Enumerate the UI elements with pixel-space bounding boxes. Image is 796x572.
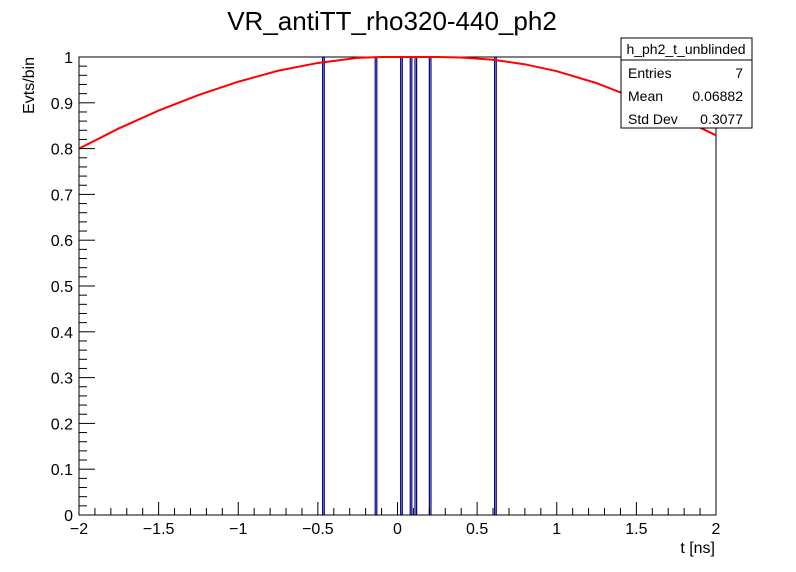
histogram-bin [400, 56, 403, 516]
x-tick-label: −2 [70, 521, 88, 538]
y-tick-label: 0.3 [51, 371, 73, 388]
y-tick-label: 0.6 [51, 233, 73, 250]
histogram-bin [428, 56, 432, 516]
x-axis-label: t [ns] [680, 540, 715, 557]
plot-frame [78, 56, 717, 516]
histogram-bin [494, 56, 497, 516]
histogram-bin [409, 56, 413, 516]
x-tick-labels: −2 −1.5 −1 −0.5 0 0.5 1 1.5 2 [70, 521, 721, 538]
y-tick-label: 0.7 [51, 187, 73, 204]
stats-mean-label: Mean [628, 88, 663, 104]
plot-area [78, 56, 717, 516]
x-tick-label: −1 [229, 521, 247, 538]
x-tick-label: −0.5 [302, 521, 334, 538]
stats-box-title: h_ph2_t_unblinded [626, 41, 745, 57]
histogram-bin [414, 56, 418, 516]
y-axis-label: Evts/bin [21, 57, 38, 114]
stats-mean-value: 0.06882 [692, 88, 743, 104]
x-tick-label: 0 [393, 521, 402, 538]
x-tick-label: 1.5 [625, 521, 647, 538]
y-tick-label: 0.8 [51, 142, 73, 159]
stats-stddev-value: 0.3077 [700, 111, 743, 127]
chart-title: VR_antiTT_rho320-440_ph2 [227, 6, 557, 36]
histogram-bin [322, 56, 325, 516]
y-tick-label: 0.1 [51, 462, 73, 479]
stats-box-frame [620, 37, 753, 129]
x-tick-label: 2 [712, 521, 721, 538]
y-axis-ticks [79, 56, 95, 516]
histogram-bin [374, 56, 378, 516]
stats-entries-label: Entries [628, 65, 672, 81]
x-tick-label: −1.5 [143, 521, 175, 538]
y-tick-label: 0.9 [51, 96, 73, 113]
fit-curve [78, 56, 717, 150]
stats-box: h_ph2_t_unblinded Entries 7 Mean 0.06882… [620, 37, 753, 129]
y-tick-label: 1 [64, 50, 73, 67]
stats-stddev-label: Std Dev [628, 111, 678, 127]
histogram-bars [322, 56, 497, 516]
x-tick-label: 1 [552, 521, 561, 538]
x-tick-label: 0.5 [466, 521, 488, 538]
y-tick-label: 0.4 [51, 325, 73, 342]
y-tick-label: 0.5 [51, 279, 73, 296]
stats-entries-value: 7 [735, 65, 743, 81]
y-tick-label: 0.2 [51, 416, 73, 433]
y-tick-label: 0 [64, 508, 73, 525]
y-tick-labels: 0 0.1 0.2 0.3 0.4 0.5 0.6 0.7 0.8 0.9 1 [51, 50, 73, 525]
x-axis-ticks [78, 502, 717, 515]
